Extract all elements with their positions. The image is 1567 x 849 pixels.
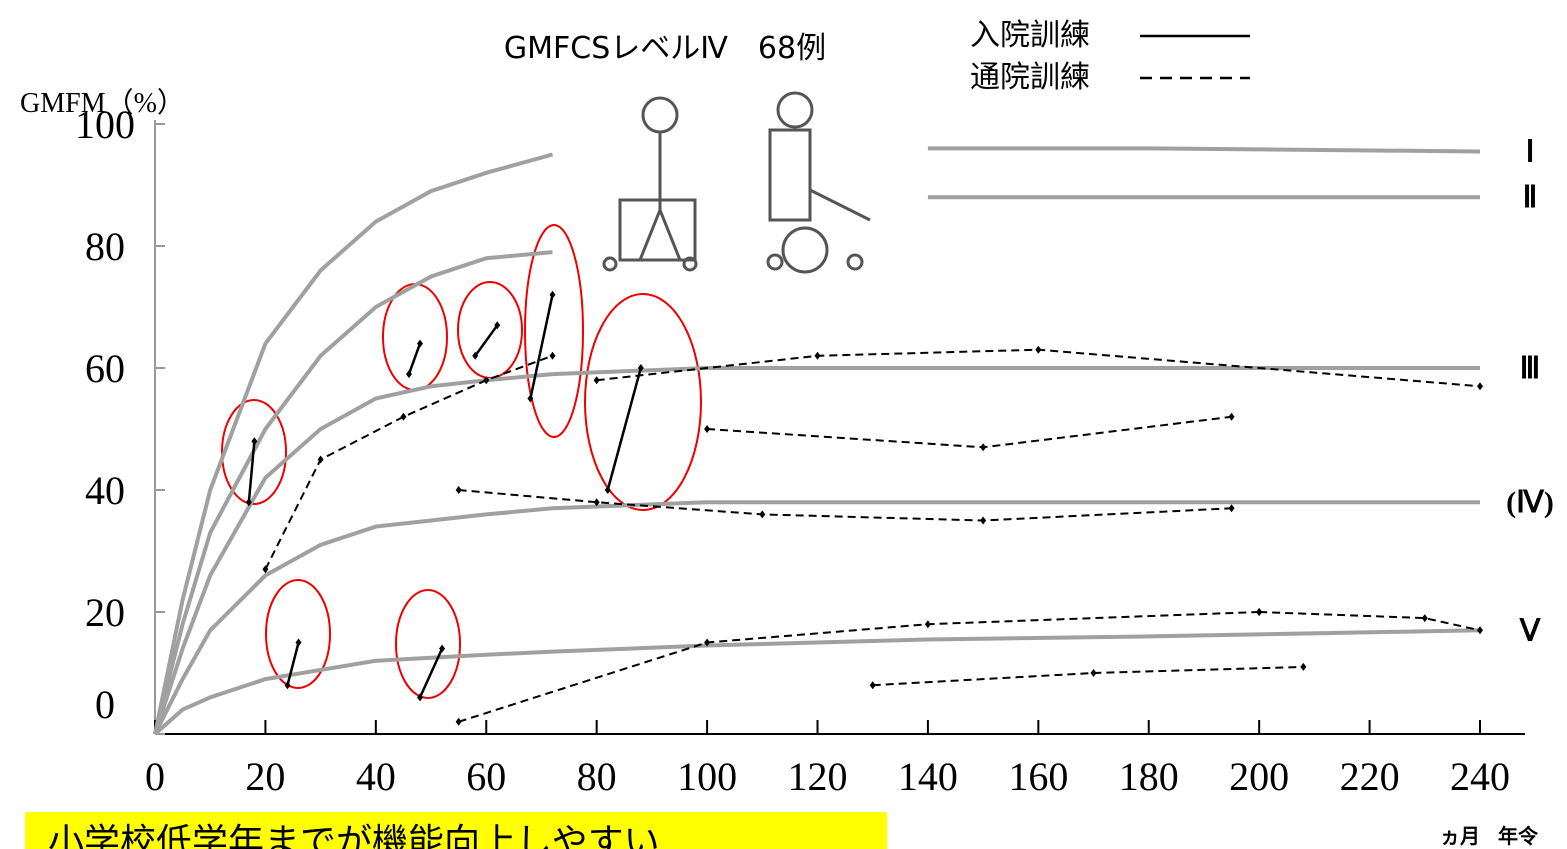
- chart-title: GMFCSレベルⅣ 68例: [504, 31, 826, 66]
- x-tick-label: 140: [898, 754, 958, 799]
- chart: GMFCSレベルⅣ 68例 GMFM（%） 小学校低学年までが機能向上しやすい …: [0, 0, 1567, 849]
- data-point: [870, 681, 876, 689]
- x-tick-label: 240: [1450, 754, 1510, 799]
- data-point: [1035, 346, 1041, 354]
- data-point: [456, 486, 462, 494]
- x-tick-label: 180: [1119, 754, 1179, 799]
- data-point: [1229, 504, 1235, 512]
- data-point: [980, 443, 986, 451]
- data-point: [1477, 626, 1483, 634]
- highlight-circles: [222, 225, 701, 698]
- level-label: Ⅲ: [1520, 352, 1541, 385]
- level-label: Ⅰ: [1526, 135, 1535, 168]
- x-tick-label: 20: [245, 754, 285, 799]
- note: 小学校低学年までが機能向上しやすい: [48, 822, 660, 849]
- patient-trajectory: [707, 417, 1231, 448]
- x-tick-label: 160: [1008, 754, 1068, 799]
- legend-label: 入院訓練: [970, 18, 1090, 53]
- data-point: [296, 639, 302, 647]
- x-unit-label: ヵ月: [1440, 824, 1480, 848]
- x-tick-label: 60: [466, 754, 506, 799]
- x-tick-label: 120: [788, 754, 848, 799]
- data-point: [456, 718, 462, 726]
- patient-trajectory: [409, 344, 420, 375]
- reference-curve: [155, 630, 1480, 734]
- x-tick-label: 80: [577, 754, 617, 799]
- reference-curve: [155, 502, 1480, 734]
- level-label: Ⅴ: [1519, 614, 1542, 647]
- data-point: [704, 425, 710, 433]
- data-point: [1422, 614, 1428, 622]
- x-tick-label: 100: [677, 754, 737, 799]
- patient-trajectory: [288, 643, 299, 686]
- x-tick-label: 0: [145, 754, 165, 799]
- data-point: [1256, 608, 1262, 616]
- data-point: [550, 352, 556, 360]
- patient-trajectory: [1259, 612, 1480, 630]
- y-tick-label: 20: [85, 590, 125, 635]
- level-label: (Ⅳ): [1506, 486, 1554, 519]
- data-point: [925, 620, 931, 628]
- x-tick-label: 220: [1340, 754, 1400, 799]
- data-point: [815, 352, 821, 360]
- patient-trajectory: [608, 368, 641, 490]
- y-tick-label: 0: [95, 682, 115, 727]
- legend-label: 通院訓練: [970, 60, 1090, 95]
- x-tick-label: 200: [1229, 754, 1289, 799]
- y-tick-label: 60: [85, 346, 125, 391]
- data-point: [1091, 669, 1097, 677]
- patient-trajectory: [530, 295, 552, 399]
- data-point: [1477, 382, 1483, 390]
- data-point: [285, 681, 291, 689]
- data-point: [1229, 413, 1235, 421]
- data-point: [759, 510, 765, 518]
- patient-trajectory: [873, 667, 1304, 685]
- patient-trajectory: [475, 325, 497, 356]
- y-tick-label: 80: [85, 224, 125, 269]
- page: GMFCSレベルⅣ 68例 GMFM（%） 小学校低学年までが機能向上しやすい …: [0, 0, 1567, 849]
- illustration-area: [590, 85, 920, 280]
- data-point: [550, 291, 556, 299]
- patient-trajectory: [459, 612, 1260, 722]
- data-point: [400, 413, 406, 421]
- patient-trajectory: [459, 490, 1232, 521]
- age-label: 年令: [1498, 824, 1539, 848]
- y-tick-label: 40: [85, 468, 125, 513]
- reference-curve: [155, 368, 1480, 734]
- data-point: [980, 517, 986, 525]
- y-tick-label: 100: [75, 102, 135, 147]
- x-tick-label: 40: [356, 754, 396, 799]
- patient-trajectory: [265, 356, 552, 570]
- patient-trajectory: [249, 441, 255, 502]
- data-point: [594, 376, 600, 384]
- data-point: [1300, 663, 1306, 671]
- level-label: Ⅱ: [1523, 181, 1538, 214]
- data-point: [605, 486, 611, 494]
